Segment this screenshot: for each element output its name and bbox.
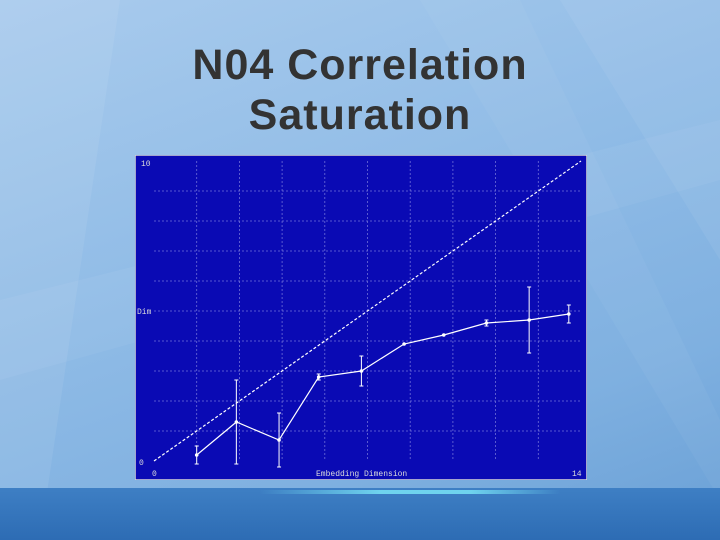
reference-line: [153, 160, 582, 462]
dimension-line: [196, 313, 569, 456]
footer-accent-line: [260, 490, 560, 494]
title-line-1: N04 Correlation: [192, 41, 528, 89]
data-point: [277, 438, 281, 442]
y-tick-min-label: 0: [139, 459, 144, 468]
x-tick-max-label: 14: [572, 470, 582, 479]
data-point: [359, 369, 364, 373]
correlation-chart: 10 0 Dim 0 14 Embedding Dimension: [135, 155, 587, 480]
data-point: [194, 453, 199, 457]
data-point: [567, 312, 571, 316]
x-axis-label: Embedding Dimension: [316, 470, 407, 479]
data-point: [234, 420, 239, 424]
y-axis-label: Dim: [137, 308, 152, 317]
title-line-2: Saturation: [248, 91, 472, 139]
data-point: [402, 342, 406, 346]
data-point: [441, 333, 446, 337]
data-point: [484, 321, 489, 325]
slide-title: N04 Correlation Saturation: [0, 40, 720, 140]
data-point: [316, 375, 321, 379]
series-layer: [153, 160, 582, 468]
x-tick-min-label: 0: [152, 470, 157, 479]
y-tick-max-label: 10: [141, 160, 151, 169]
footer-band: [0, 488, 720, 540]
data-point: [527, 318, 531, 322]
